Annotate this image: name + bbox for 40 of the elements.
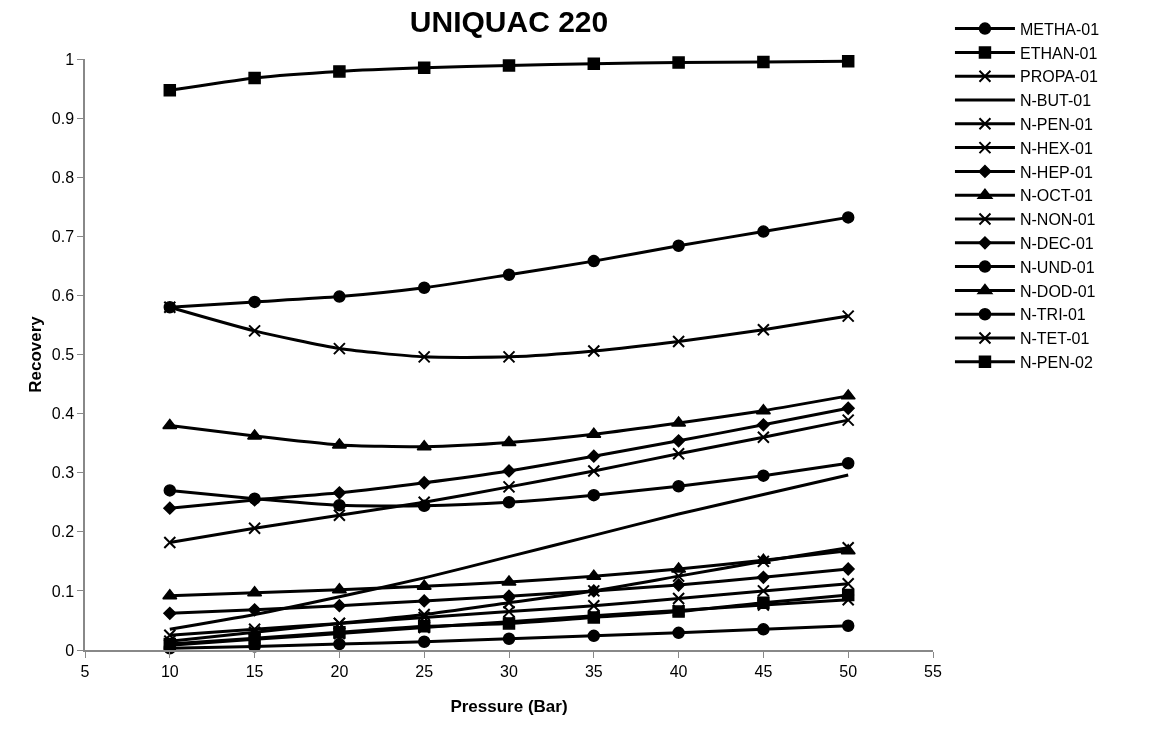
y-tick-label: 0.6 [51, 287, 75, 304]
y-tick-label: 0.3 [51, 464, 75, 482]
x-tick-label: 25 [415, 662, 434, 680]
legend-label: ETHAN-01 [1019, 44, 1098, 62]
x-tick-label: 35 [584, 662, 603, 680]
x-tick-label: 45 [754, 662, 773, 680]
legend-label: N-HEP-01 [1019, 163, 1093, 181]
y-tick-label: 0.4 [51, 405, 75, 423]
y-tick-label: 0.1 [51, 582, 75, 600]
legend-label: N-PEN-02 [1019, 354, 1093, 372]
x-tick-label: 10 [160, 662, 179, 680]
legend-label: N-BUT-01 [1019, 92, 1092, 110]
x-tick-label: 50 [839, 662, 858, 680]
legend-label: N-DOD-01 [1019, 282, 1096, 300]
x-tick-label: 30 [500, 662, 518, 680]
legend-label: N-HEX-01 [1019, 139, 1093, 157]
y-axis-title: Recovery [25, 315, 45, 393]
y-tick-label: 0.2 [51, 523, 75, 541]
y-tick-label: 1 [65, 50, 75, 68]
x-tick-label: 15 [245, 662, 264, 680]
legend-label: METHA-01 [1019, 20, 1100, 38]
x-axis-title: Pressure (Bar) [450, 696, 568, 716]
y-tick-label: 0.5 [51, 346, 75, 364]
x-tick-label: 20 [330, 662, 349, 680]
legend-label: N-UND-01 [1019, 258, 1095, 276]
legend-label: N-DEC-01 [1019, 235, 1094, 253]
y-tick-label: 0 [65, 641, 75, 659]
chart-title: UNIQUAC 220 [409, 5, 609, 39]
legend-label: N-NON-01 [1019, 211, 1096, 229]
legend-label: N-PEN-01 [1019, 116, 1093, 134]
legend-label: N-TET-01 [1019, 330, 1090, 348]
y-tick-label: 0.9 [51, 109, 75, 127]
x-tick-label: 5 [80, 662, 90, 680]
legend-label: N-TRI-01 [1019, 306, 1086, 324]
x-tick-label: 55 [924, 662, 942, 680]
legend-label: PROPA-01 [1019, 68, 1099, 86]
y-tick-label: 0.8 [51, 168, 75, 186]
x-tick-label: 40 [669, 662, 688, 680]
legend-label: N-OCT-01 [1019, 187, 1093, 205]
y-tick-label: 0.7 [51, 227, 75, 245]
